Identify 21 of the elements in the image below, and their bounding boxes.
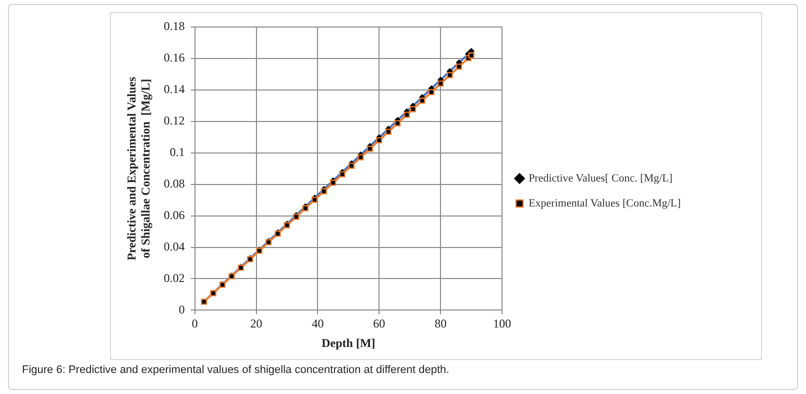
y-tick-label: 0.06 <box>164 208 185 222</box>
y-tick-label: 0.12 <box>164 114 185 128</box>
x-tick-label: 40 <box>312 316 324 331</box>
legend-label: Predictive Values[ Conc. [Mg/L] <box>528 172 673 184</box>
legend-label: Experimental Values [Conc.Mg/L] <box>528 197 681 210</box>
caption: Figure 6: Predictive and experimental values of shigella concentration at different depth. <box>22 364 450 376</box>
y-tick-label: 0.08 <box>164 176 185 190</box>
y-tick-label: 0.18 <box>164 19 185 34</box>
y-tick-label: 0.1 <box>170 145 185 160</box>
x-tick-label: 100 <box>493 316 512 331</box>
y-axis-title: Predictive and Experimental Values of Shigallae Concentration [Mg/L] <box>124 76 153 260</box>
x-tick-label: 60 <box>373 316 386 331</box>
x-tick-label: 20 <box>250 316 262 331</box>
y-tick-label: 0.02 <box>164 270 185 285</box>
y-tick-label: 0 <box>178 302 185 316</box>
x-tick-label: 80 <box>434 316 447 331</box>
y-tick-label: 0.04 <box>164 239 185 254</box>
y-tick-label: 0.14 <box>164 82 185 96</box>
x-tick-label: 0 <box>192 316 198 331</box>
y-tick-label: 0.16 <box>164 50 185 65</box>
x-axis-title: Depth [M] <box>322 336 376 350</box>
